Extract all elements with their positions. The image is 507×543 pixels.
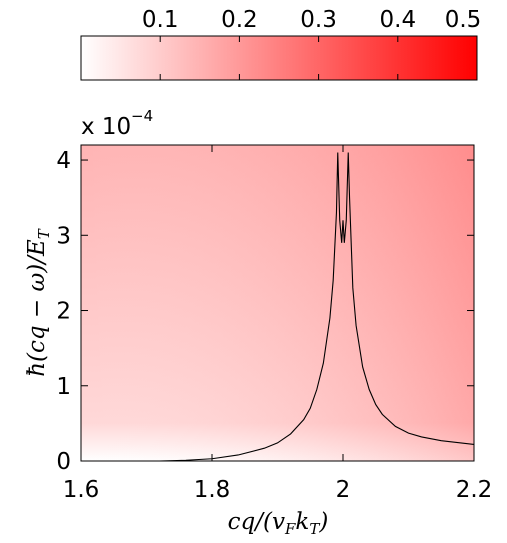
colorbar: 0.1 0.2 0.3 0.4 0.5 <box>80 7 481 81</box>
exponent-power: −4 <box>131 107 153 125</box>
heat-field-overlay <box>81 145 474 461</box>
y-tick-label: 4 <box>56 148 71 174</box>
colorbar-gradient <box>80 35 478 81</box>
y-tick-label: 2 <box>56 299 71 325</box>
colorbar-tick-label: 0.4 <box>380 7 417 33</box>
x-tick-label: 2 <box>336 477 351 503</box>
x-axis: 1.6 1.8 2 2.2 <box>63 145 493 503</box>
x-tick-label: 1.8 <box>194 477 231 503</box>
y-axis-label: ħ(cq − ω)/ET <box>24 228 53 377</box>
plot-frame <box>80 144 475 462</box>
y-tick-label: 0 <box>56 449 71 475</box>
colorbar-tick-label: 0.5 <box>445 7 482 33</box>
y-axis: 0 1 2 3 4 <box>56 148 474 475</box>
x-axis-label: cq/(vFkT) <box>228 509 329 538</box>
colorbar-ticks: 0.1 0.2 0.3 0.4 0.5 <box>142 7 481 80</box>
y-tick-label: 1 <box>56 374 71 400</box>
colorbar-tick-label: 0.2 <box>221 7 258 33</box>
y-exponent: x 10 −4 <box>81 107 153 140</box>
x-tick-label: 2.2 <box>456 477 493 503</box>
colorbar-tick-label: 0.3 <box>300 7 337 33</box>
colorbar-tick-label: 0.1 <box>142 7 179 33</box>
curve-line <box>133 152 474 461</box>
plot-area: 1.6 1.8 2 2.2 0 1 2 3 4 <box>56 144 493 503</box>
x-tick-label: 1.6 <box>63 477 100 503</box>
exponent-base: x 10 <box>81 114 131 140</box>
y-tick-label: 3 <box>56 223 71 249</box>
